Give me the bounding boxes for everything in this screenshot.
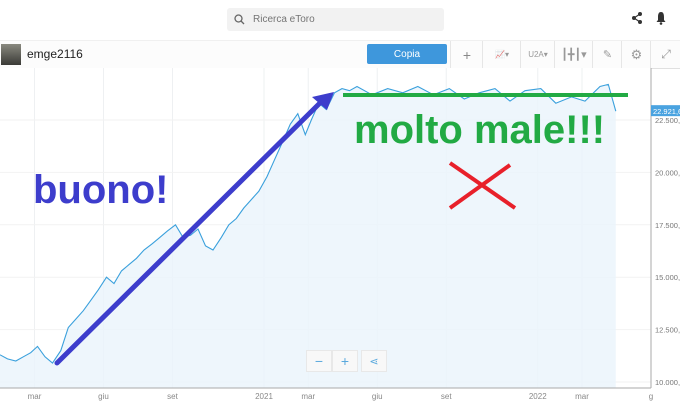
- crosshair-icon: +: [462, 46, 472, 63]
- x-tick-label: set: [441, 392, 452, 401]
- chart-header: emge2116 Copia + 📈▾ U2A ▾ ┃╋┃▾ ✎ ⚙ ⤢: [0, 40, 680, 69]
- share-icon: ⋖: [369, 355, 379, 368]
- chart-share-group: ⋖: [361, 350, 387, 372]
- y-tick-label: 10.000,00: [655, 378, 680, 387]
- fullscreen-button[interactable]: ⤢: [650, 41, 680, 68]
- x-tick-label: giu: [372, 392, 383, 401]
- chevron-down-icon: ▾: [543, 50, 548, 59]
- x-tick-label: 2022: [529, 392, 547, 401]
- y-tick-label: 12.500,00: [655, 326, 680, 335]
- x-tick-label: giu: [98, 392, 109, 401]
- indicators-button[interactable]: 📈▾: [482, 41, 521, 68]
- x-tick-label: 2021: [255, 392, 273, 401]
- candlestick-icon: ┃╋┃▾: [561, 49, 587, 61]
- x-tick-label: mar: [301, 392, 315, 401]
- pencil-icon: ✎: [602, 49, 613, 61]
- top-bar: [0, 0, 680, 38]
- search-icon: [234, 14, 245, 25]
- zoom-controls: − +: [306, 350, 358, 372]
- current-value-label: 22.921,60: [653, 107, 680, 116]
- expand-icon: ⤢: [661, 47, 671, 61]
- share-icon[interactable]: [631, 11, 643, 25]
- y-tick-label: 20.000,00: [655, 168, 680, 177]
- zoom-in-button[interactable]: +: [332, 350, 358, 372]
- x-tick-label: mar: [28, 392, 42, 401]
- crosshair-button[interactable]: +: [450, 41, 483, 68]
- copy-button[interactable]: Copia: [367, 44, 447, 64]
- chart-share-button[interactable]: ⋖: [361, 350, 387, 372]
- chart-type-button[interactable]: ┃╋┃▾: [554, 41, 593, 68]
- y-tick-label: 15.000,00: [655, 273, 680, 282]
- search-box[interactable]: [227, 8, 444, 31]
- gear-icon: ⚙: [630, 46, 643, 62]
- y-tick-label: 17.500,00: [655, 221, 680, 230]
- zoom-out-button[interactable]: −: [306, 350, 332, 372]
- username[interactable]: emge2116: [27, 47, 83, 61]
- x-tick-label: g: [649, 392, 653, 401]
- chart-indicators-icon: 📈▾: [495, 50, 509, 59]
- search-input[interactable]: [251, 13, 425, 26]
- settings-button[interactable]: ⚙: [621, 41, 651, 68]
- x-tick-label: set: [167, 392, 178, 401]
- avatar[interactable]: [1, 44, 21, 65]
- bell-icon[interactable]: [655, 11, 667, 25]
- x-tick-label: mar: [575, 392, 589, 401]
- current-value-badge: [651, 105, 680, 117]
- y-tick-label: 22.500,00: [655, 116, 680, 125]
- draw-button[interactable]: ✎: [592, 41, 622, 68]
- period-dropdown[interactable]: U2A ▾: [520, 41, 555, 68]
- period-label: U2A: [528, 50, 544, 59]
